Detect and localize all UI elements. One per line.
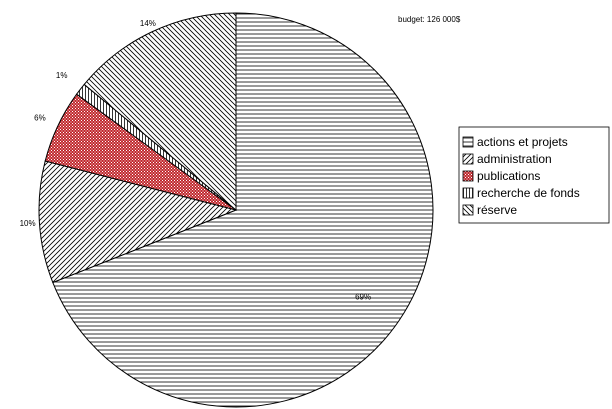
legend-label: actions et projets xyxy=(477,135,568,149)
slice-label: 1% xyxy=(56,71,68,80)
slice-label: 69% xyxy=(355,292,371,301)
legend-swatch xyxy=(462,153,474,165)
legend-label: publications xyxy=(477,169,540,183)
legend-label: recherche de fonds xyxy=(477,186,580,200)
legend-box xyxy=(458,126,610,224)
slice-label: 10% xyxy=(20,219,36,228)
pie-slice-réserve xyxy=(83,12,237,212)
pie-slice-administration xyxy=(38,160,238,284)
slice-label: 14% xyxy=(140,19,156,28)
slice-label: 6% xyxy=(34,114,46,123)
slice-labels: 69% 10% 6% 1% 14% xyxy=(20,19,372,302)
pie-slice-actions-et-projets xyxy=(52,12,434,408)
legend-swatch xyxy=(462,136,474,148)
legend-swatch xyxy=(462,170,474,182)
legend-label: administration xyxy=(477,152,552,166)
legend-swatch xyxy=(462,187,474,199)
legend-label: réserve xyxy=(477,203,517,217)
legend-swatch xyxy=(462,204,474,216)
legend: actions et projets administration publicat… xyxy=(458,126,610,224)
pie-slices xyxy=(38,12,434,408)
budget-annotation: budget: 126 000$ xyxy=(398,15,461,24)
